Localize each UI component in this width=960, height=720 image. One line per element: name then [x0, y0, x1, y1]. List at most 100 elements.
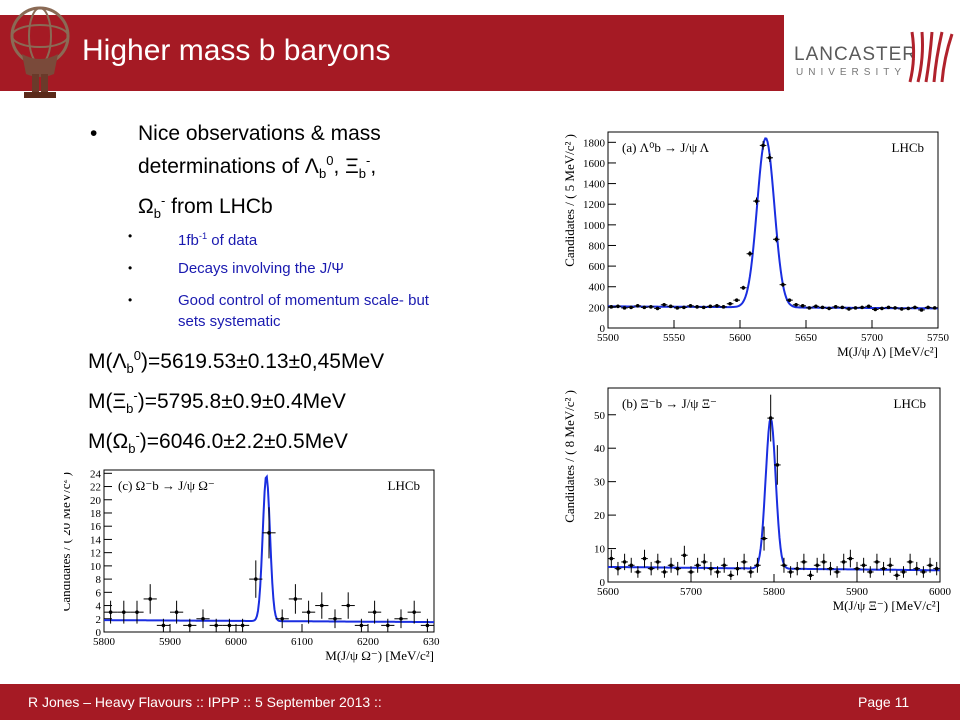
- data-point: [328, 609, 342, 629]
- data-marker: [742, 560, 746, 564]
- data-point: [860, 557, 867, 573]
- data-marker: [227, 623, 232, 628]
- y-tick-label: 14: [90, 534, 102, 546]
- rose-emblem-icon: [908, 31, 954, 83]
- data-point: [754, 557, 761, 573]
- data-marker: [901, 570, 906, 574]
- data-point: [720, 557, 728, 573]
- data-point: [845, 307, 853, 311]
- data-marker: [629, 563, 634, 568]
- main-bullet-line-3: from LHCb: [165, 195, 273, 219]
- data-point: [700, 553, 708, 571]
- data-marker: [662, 570, 667, 574]
- data-marker: [148, 597, 152, 601]
- data-point: [774, 445, 781, 485]
- data-point: [627, 557, 635, 573]
- data-marker: [715, 304, 719, 308]
- data-marker: [425, 623, 430, 628]
- data-point: [236, 618, 250, 632]
- data-point: [931, 306, 938, 310]
- data-point: [727, 570, 735, 581]
- x-axis-label: M(J/ψ Ξ⁻) [MeV/c²]: [833, 598, 940, 613]
- data-marker: [921, 570, 926, 574]
- data-point: [117, 600, 131, 624]
- data-point: [865, 304, 872, 309]
- y-tick-label: 400: [589, 282, 606, 294]
- data-point: [667, 557, 675, 573]
- xi-b-symbol: , Ξ: [333, 155, 359, 178]
- data-marker: [800, 304, 805, 308]
- superscript: -: [366, 153, 371, 168]
- data-marker: [762, 536, 766, 541]
- data-point: [641, 305, 648, 310]
- data-marker: [835, 570, 839, 574]
- data-marker: [853, 306, 858, 310]
- data-marker: [906, 306, 911, 311]
- data-point: [654, 306, 661, 311]
- y-tick-label: 1400: [583, 179, 606, 191]
- data-point: [608, 549, 615, 568]
- data-point: [680, 305, 688, 310]
- data-marker: [412, 610, 417, 614]
- data-point: [170, 600, 184, 624]
- data-point: [900, 566, 907, 578]
- data-point: [196, 609, 210, 629]
- mass-prefix: M(Ω: [88, 430, 129, 453]
- data-marker: [754, 199, 759, 203]
- data-marker: [214, 623, 218, 628]
- data-point: [700, 305, 707, 310]
- data-point: [634, 566, 642, 578]
- data-point: [660, 302, 668, 307]
- superscript: -1: [198, 231, 208, 241]
- data-marker: [934, 566, 939, 571]
- data-point: [873, 553, 881, 571]
- lambda-b-mass: M(Λb0)=5619.53±0.13±0,45MeV: [88, 348, 384, 376]
- data-marker: [668, 304, 673, 309]
- y-tick-label: 0: [96, 627, 102, 639]
- data-marker: [728, 301, 732, 306]
- x-tick-label: 5700: [680, 586, 703, 598]
- data-marker: [767, 155, 772, 160]
- data-marker: [722, 563, 726, 568]
- data-point: [614, 304, 622, 309]
- x-tick-label: 5600: [597, 586, 620, 598]
- lambda-b-symbol: determinations of Λ: [138, 155, 319, 178]
- data-point: [654, 553, 662, 571]
- data-marker: [880, 306, 884, 311]
- slide-header: Higher mass b baryons LANCASTER UNIVERSI…: [0, 0, 960, 100]
- xi-b-mass: M(Ξb-)=5795.8±0.9±0.4MeV: [88, 388, 346, 416]
- mass-value: )=5619.53±0.13±0,45MeV: [141, 350, 385, 373]
- data-point: [209, 618, 223, 632]
- data-point: [734, 561, 741, 576]
- data-point: [786, 298, 793, 302]
- data-marker: [860, 305, 864, 310]
- y-tick-label: 16: [90, 521, 102, 533]
- data-point: [847, 549, 854, 568]
- data-point: [799, 304, 806, 308]
- sub-bullet-1-text-end: of data: [207, 232, 258, 249]
- data-marker: [914, 566, 919, 571]
- data-marker: [122, 610, 126, 614]
- x-axis-label: M(J/ψ Ω⁻) [MeV/c²]: [325, 648, 434, 663]
- data-marker: [399, 616, 403, 621]
- bullet-dot: •: [128, 229, 133, 243]
- fit-curve: [607, 414, 940, 572]
- data-marker: [827, 306, 831, 311]
- x-tick-label: 6000: [929, 586, 952, 598]
- data-point: [866, 566, 874, 578]
- data-point: [726, 301, 734, 306]
- data-marker: [741, 285, 746, 290]
- data-marker: [848, 556, 853, 561]
- data-point: [933, 561, 940, 576]
- data-marker: [895, 573, 899, 578]
- y-tick-label: 0: [600, 577, 606, 589]
- data-point: [891, 306, 899, 310]
- data-point: [614, 561, 622, 576]
- data-point: [641, 549, 648, 568]
- data-marker: [135, 610, 139, 614]
- comma: ,: [370, 155, 377, 178]
- atlas-figure-logo: [10, 6, 70, 98]
- omega-b-mass-chart: 5800590060006100620063000246810121416182…: [64, 460, 440, 682]
- data-marker: [782, 563, 786, 568]
- page-number: Page 11: [858, 694, 910, 710]
